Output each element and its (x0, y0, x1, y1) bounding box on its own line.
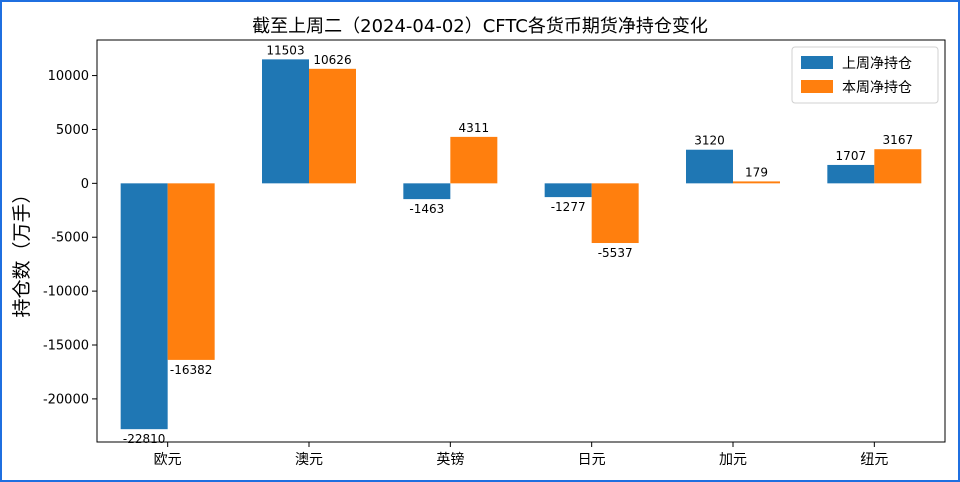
y-tick-label: 0 (81, 177, 89, 192)
legend-label: 本周净持仓 (842, 80, 912, 96)
data-label: 11503 (266, 43, 304, 57)
data-label: -16382 (170, 363, 213, 377)
legend-swatch (801, 56, 833, 69)
y-tick-label: -10000 (43, 285, 89, 300)
bar-this-week (167, 183, 215, 360)
data-label: 179 (745, 165, 768, 179)
bar-this-week (733, 181, 780, 184)
data-label: 3167 (883, 133, 914, 147)
x-tick-label: 澳元 (295, 452, 323, 468)
data-label: 3120 (694, 134, 725, 148)
y-tick-label: 5000 (56, 123, 89, 138)
bar-this-week (450, 136, 498, 184)
x-tick-label: 欧元 (154, 452, 182, 468)
bar-this-week (591, 183, 639, 244)
x-tick-label: 纽元 (860, 452, 888, 468)
y-tick-label: -20000 (43, 392, 89, 407)
x-tick-label: 日元 (578, 452, 606, 468)
x-tick-label: 加元 (719, 452, 747, 468)
x-tick-label: 英镑 (436, 451, 464, 468)
x-axis: 欧元 澳元 英镑 日元 加元 纽元 (154, 442, 888, 468)
bar-last-week (120, 183, 168, 430)
legend-swatch (801, 80, 833, 93)
bar-this-week (309, 68, 356, 184)
y-tick-label: 10000 (48, 69, 89, 84)
bar-last-week (827, 164, 875, 184)
bar-last-week (544, 183, 592, 198)
data-label: -22810 (123, 432, 166, 446)
plot-area (96, 39, 946, 443)
y-tick-label: -15000 (43, 339, 89, 354)
data-labels-layer: -22810 -16382 11503 10626 -1463 4311 -1277 -553… (123, 43, 913, 446)
bar-last-week (686, 149, 733, 184)
data-label: 1707 (836, 149, 867, 163)
y-axis: -20000 -15000 -10000 -5000 0 5000 10000 (43, 69, 97, 407)
bar-last-week (403, 183, 451, 200)
y-tick-label: -5000 (51, 231, 89, 246)
bars-layer (120, 59, 922, 430)
data-label: 10626 (313, 53, 351, 67)
data-label: 4311 (459, 121, 490, 135)
data-label: -1463 (409, 202, 444, 216)
bar-last-week (262, 59, 309, 184)
bar-this-week (874, 149, 922, 184)
y-axis-label: 持仓数（万手） (11, 184, 33, 317)
chart-title: 截至上周二（2024-04-02）CFTC各货币期货净持仓变化 (252, 16, 708, 37)
legend-label: 上周净持仓 (842, 56, 912, 72)
data-label: -1277 (551, 200, 586, 214)
data-label: -5537 (598, 246, 633, 260)
